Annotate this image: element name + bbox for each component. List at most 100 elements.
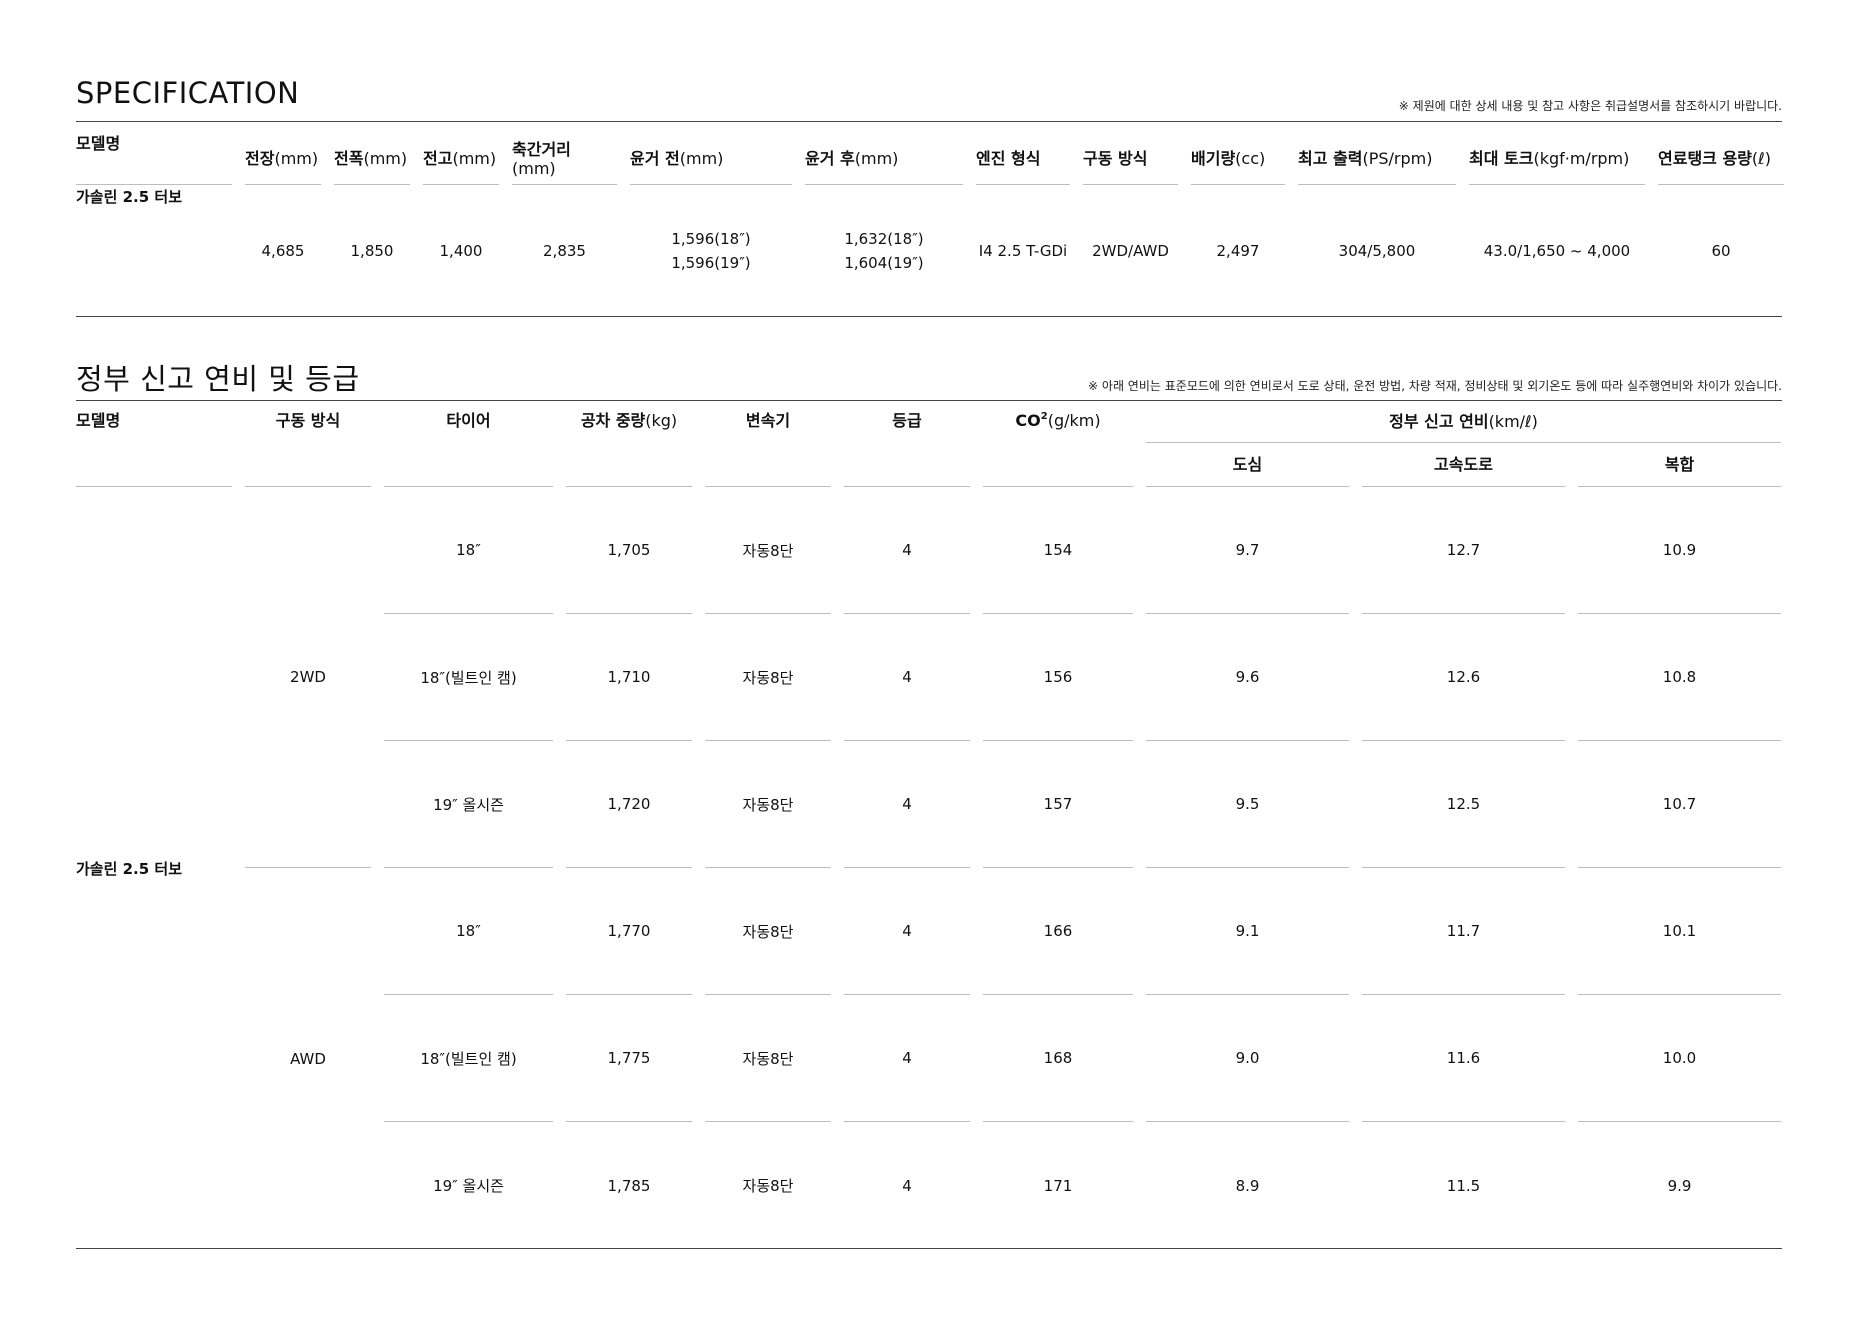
fuel-table: 모델명 구동 방식 타이어 공차 중량 (kg) 변속기 등급 CO 2 (g/km) 정부 신고 … [76, 401, 1782, 1249]
spec-table: 모델명 전장(mm) 전폭(mm) 전고(mm) 축간거리 (mm) 윤거 전(mm) 윤거 … [76, 122, 1784, 316]
cell-value: 1,604(19″) [844, 253, 924, 272]
table-cell: 18″ [384, 868, 553, 995]
table-cell: I4 2.5 T-GDi [976, 185, 1070, 316]
table-cell: 1,785 [607, 1176, 651, 1195]
table-cell: 자동8단 [705, 868, 831, 995]
table-cell: 157 [983, 741, 1133, 868]
header-unit: (kgf·m/rpm) [1533, 149, 1630, 169]
header-unit: (mm) [679, 149, 724, 169]
header-line: 전장(mm) [245, 149, 318, 168]
table-cell: 171 [1043, 1176, 1073, 1195]
header-unit: (cc) [1235, 149, 1266, 169]
table-cell: 12.6 [1362, 614, 1565, 741]
table-cell: 1,720 [566, 741, 692, 868]
table-cell: 4 [844, 741, 970, 868]
table-cell: 4 [844, 487, 970, 614]
table-cell: 10.0 [1578, 995, 1781, 1122]
cell-value: 1,400 [439, 241, 483, 260]
table-cell: 1,632(18″) 1,604(19″) [805, 185, 963, 316]
header-line: 연료탱크 용량(ℓ) [1658, 149, 1771, 168]
table-cell: 1,770 [566, 868, 692, 995]
table-cell: 19″ 올시즌 [384, 741, 553, 868]
header-unit: (mm) [854, 149, 899, 169]
table-cell: 168 [983, 995, 1133, 1122]
header-label: 배기량 [1191, 149, 1236, 169]
header-unit: (PS/rpm) [1362, 149, 1433, 169]
column-header: 고속도로 [1362, 443, 1565, 487]
table-cell: 60 [1658, 185, 1784, 316]
table-cell: 10.1 [1578, 868, 1781, 995]
table-cell: 9.5 [1146, 741, 1349, 868]
divider [76, 316, 1782, 317]
table-cell: 4 [844, 995, 970, 1122]
column-header: 변속기 [705, 401, 831, 487]
header-line: 엔진 형식 [976, 149, 1040, 168]
table-cell: 304/5,800 [1298, 185, 1456, 316]
cell-value: I4 2.5 T-GDi [978, 241, 1068, 260]
header-label: 윤거 전 [630, 149, 680, 169]
header-line: 모델명 [76, 134, 120, 153]
model-cell: 가솔린 2.5 터보 [76, 859, 183, 878]
divider [76, 400, 1782, 401]
table-cell: 9.9 [1667, 1176, 1692, 1195]
table-cell: 4 [902, 1176, 912, 1195]
header-label: 엔진 형식 [976, 149, 1041, 169]
table-cell: 156 [983, 614, 1133, 741]
header-label: 전폭 [334, 149, 364, 169]
column-header: 전폭(mm) [334, 122, 410, 185]
table-cell: 43.0/1,650 ~ 4,000 [1469, 185, 1645, 316]
cell-value: 1,632(18″) [844, 229, 924, 248]
header-label: 연료탱크 용량 [1658, 149, 1752, 169]
column-group-header: 정부 신고 연비 (km/ℓ) [1146, 401, 1781, 443]
header-label: 전장 [245, 149, 275, 169]
column-header: 구동 방식 [245, 401, 371, 487]
cell-value: 가솔린 2.5 터보 [76, 188, 183, 206]
table-cell: 11.5 [1446, 1176, 1481, 1195]
header-line: 전폭(mm) [334, 149, 407, 168]
table-cell: 18″ [384, 487, 553, 614]
table-cell: 9.6 [1146, 614, 1349, 741]
header-label: 정부 신고 연비 [1389, 411, 1489, 431]
header-line: 최고 출력(PS/rpm) [1298, 149, 1432, 168]
header-label: 전고 [423, 149, 453, 169]
column-header: 윤거 후(mm) [805, 122, 963, 185]
header-unit: (mm) [274, 149, 319, 169]
cell-value: 2,835 [543, 241, 586, 260]
header-label: 구동 방식 [1083, 149, 1148, 169]
cell-value: 1,596(19″) [671, 253, 751, 272]
header-line: 윤거 후(mm) [805, 149, 898, 168]
table-cell: 1,710 [566, 614, 692, 741]
column-header: 엔진 형식 [976, 122, 1070, 185]
drive-cell: AWD [290, 1049, 326, 1068]
table-cell: 2,835 [512, 185, 617, 316]
header-label: 모델명 [76, 411, 121, 430]
table-cell: 18″(빌트인 캠) [384, 614, 553, 741]
column-header: 전고(mm) [423, 122, 499, 185]
header-subscript: 2 [1040, 411, 1048, 422]
column-header: 도심 [1146, 443, 1349, 487]
table-cell: 가솔린 2.5 터보 [76, 185, 232, 316]
header-label: 모델명 [76, 134, 121, 153]
header-unit: (ℓ) [1751, 149, 1771, 169]
table-cell: 1,775 [566, 995, 692, 1122]
table-cell: 10.9 [1578, 487, 1781, 614]
header-label: 윤거 후 [805, 149, 855, 169]
header-label: 최대 토크 [1469, 149, 1534, 169]
header-label: 변속기 [745, 411, 791, 430]
table-cell: 9.7 [1146, 487, 1349, 614]
table-cell: 자동8단 [705, 741, 831, 868]
column-header: 배기량(cc) [1191, 122, 1285, 185]
table-cell: 자동8단 [742, 1177, 794, 1195]
header-line: 전고(mm) [423, 149, 496, 168]
header-label: 축간거리 [512, 139, 571, 159]
header-unit: (km/ℓ) [1488, 411, 1538, 431]
column-header: 축간거리 (mm) [512, 122, 617, 185]
fuel-title: 정부 신고 연비 및 등급 [76, 362, 360, 396]
cell-value: 4,685 [261, 241, 305, 260]
column-header: 전장(mm) [245, 122, 321, 185]
header-line: 윤거 전(mm) [630, 149, 723, 168]
header-unit: (mm) [452, 149, 497, 169]
column-header: 최대 토크(kgf·m/rpm) [1469, 122, 1645, 185]
table-cell: 10.7 [1578, 741, 1781, 868]
column-header: 연료탱크 용량(ℓ) [1658, 122, 1784, 185]
